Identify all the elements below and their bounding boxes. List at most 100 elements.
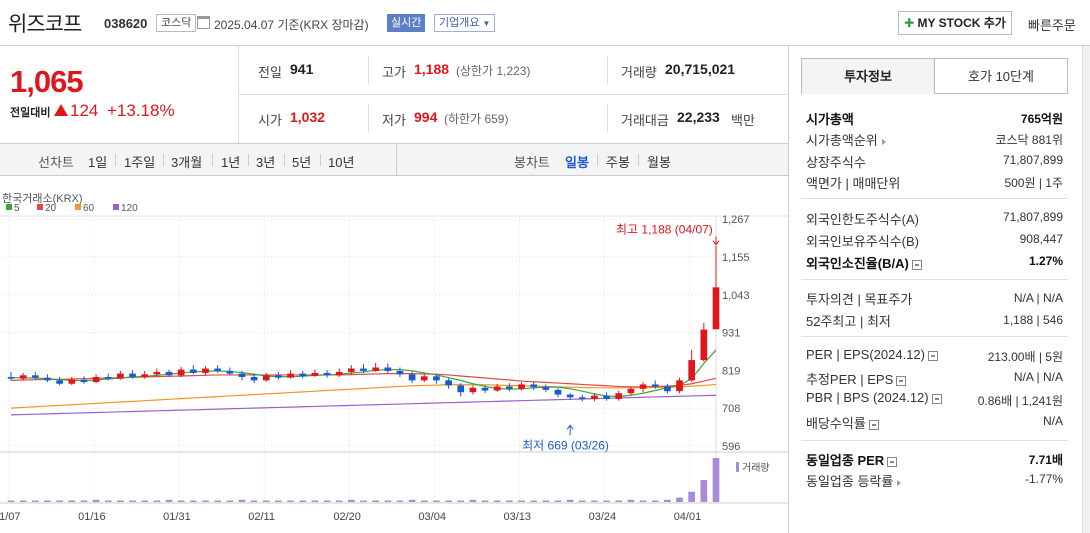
market-cap-rank[interactable]: 시가총액순위 <box>806 130 886 149</box>
volume-legend-swatch <box>736 462 739 472</box>
volume-bar <box>566 499 574 502</box>
turnover-unit: 백만 <box>731 113 755 128</box>
info-icon[interactable] <box>911 259 922 270</box>
period-10y[interactable]: 10년 <box>328 155 355 170</box>
candle-body <box>396 370 404 375</box>
legend-swatch <box>6 204 12 210</box>
candle-body <box>712 287 720 330</box>
industry-per-value: 7.71배 <box>1028 453 1063 467</box>
low-arrow-head <box>566 424 574 430</box>
separator <box>638 154 639 166</box>
prev-close-label: 전일 <box>258 65 282 80</box>
separator <box>248 154 249 166</box>
candle-body <box>129 373 136 377</box>
scrollbar[interactable] <box>1082 46 1090 533</box>
candle-body <box>372 367 379 371</box>
per-row: PER | EPS(2024.12) <box>806 347 938 362</box>
volume-bar <box>554 500 562 502</box>
candle-body <box>518 384 525 389</box>
period-3y[interactable]: 3년 <box>256 155 276 170</box>
ma20-line <box>10 373 717 388</box>
foreign-hold-label: 외국인보유주식수(B) <box>806 234 920 249</box>
calendar-icon <box>197 16 210 29</box>
volume-bar <box>664 499 671 502</box>
candle-body <box>311 372 319 376</box>
volume-bar <box>408 499 416 502</box>
candle-body <box>287 373 294 378</box>
candle-body <box>335 371 343 376</box>
header-divider <box>0 45 1090 46</box>
candle-monthly[interactable]: 월봉 <box>647 155 671 170</box>
listed-shares-value: 71,807,899 <box>1002 153 1063 167</box>
volume-bar <box>469 499 477 502</box>
info-icon[interactable] <box>931 393 942 404</box>
tab-orderbook[interactable]: 호가 10단계 <box>934 58 1068 94</box>
volume-bar <box>117 500 124 502</box>
info-icon[interactable] <box>928 350 938 361</box>
legend-label: 60 <box>83 203 95 214</box>
volume-bar <box>56 500 63 502</box>
volume-label: 거래량 <box>742 462 770 474</box>
period-5y[interactable]: 5년 <box>292 155 312 170</box>
candle-body <box>700 329 708 361</box>
info-icon[interactable] <box>868 419 879 430</box>
candle-body <box>408 374 416 381</box>
period-1y[interactable]: 1년 <box>221 155 241 170</box>
candle-daily[interactable]: 일봉 <box>565 155 589 170</box>
period-3m[interactable]: 3개월 <box>171 155 203 170</box>
volume-bar <box>481 500 489 502</box>
volume-bar <box>396 500 404 502</box>
up-arrow-icon <box>54 104 68 116</box>
volume-bar <box>275 500 282 502</box>
line-chart-label: 선차트 <box>38 155 74 170</box>
candle-body <box>189 369 197 373</box>
chevron-right-icon <box>897 479 902 486</box>
quick-order-link[interactable]: 빠른주문 <box>1028 18 1076 33</box>
divider <box>368 104 369 132</box>
separator <box>115 154 116 166</box>
volume-bar <box>335 500 343 502</box>
volume-bar <box>578 500 586 502</box>
pbr-label: PBR | BPS (2024.12) <box>806 390 929 405</box>
realtime-button[interactable]: 실시간 <box>387 14 426 32</box>
candle-body <box>80 379 88 383</box>
volume-bar <box>603 500 610 502</box>
overview-label: 기업개요 <box>439 17 480 29</box>
lower-limit: (하한가 659) <box>444 112 509 126</box>
volume-bar <box>433 500 440 502</box>
candle-body <box>506 386 513 389</box>
volume-bar <box>615 500 623 502</box>
candle-body <box>177 369 185 376</box>
candle-weekly[interactable]: 주봉 <box>606 155 630 170</box>
period-1w[interactable]: 1주일 <box>124 155 156 170</box>
turnover-label: 거래대금 <box>621 113 669 128</box>
candle-body <box>323 372 331 376</box>
my-stock-add-button[interactable]: ✚ MY STOCK 추가 <box>898 11 1012 35</box>
x-tick-label: 03/13 <box>504 511 532 523</box>
volume-bar <box>177 500 185 502</box>
high-label: 고가 <box>382 65 406 80</box>
industry-change-row[interactable]: 동일업종 등락률 <box>806 471 902 490</box>
tab-investment-info[interactable]: 투자정보 <box>801 58 935 94</box>
candle-body <box>578 397 586 399</box>
candle-body <box>384 367 392 371</box>
candle-body <box>68 379 76 384</box>
period-1d[interactable]: 1일 <box>88 155 108 170</box>
volume-bar <box>202 500 209 502</box>
candle-body <box>262 375 270 381</box>
volume-bar <box>420 500 428 502</box>
candle-body <box>445 380 452 386</box>
company-overview-button[interactable]: 기업개요 ▼ <box>434 14 496 32</box>
y-tick-label: 1,155 <box>722 252 750 264</box>
listed-shares-label: 상장주식수 <box>806 155 866 170</box>
candle-body <box>542 387 550 390</box>
y-tick-label: 931 <box>722 328 740 340</box>
candle-body <box>31 375 39 378</box>
info-icon[interactable] <box>896 375 907 386</box>
upper-limit: (상한가 1,223) <box>456 64 531 78</box>
info-icon[interactable] <box>887 456 898 467</box>
volume-bar <box>530 500 538 502</box>
candlestick-chart[interactable]: 1,267 1,155 1,043 931 819 708 596 01/07 01/16 01/… <box>0 186 788 533</box>
market-cap-rank-value: 코스닥 881위 <box>995 133 1063 147</box>
separator <box>597 154 598 166</box>
